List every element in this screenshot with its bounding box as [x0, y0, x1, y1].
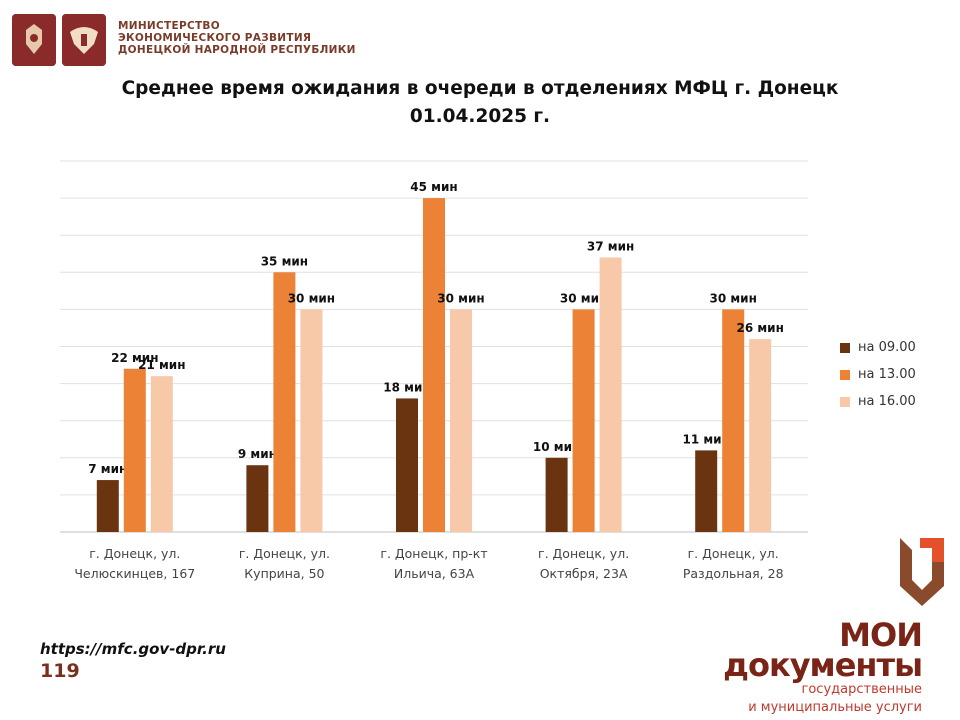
data-label: 10 мин	[533, 440, 580, 454]
brand-subtitle-line: и муниципальные услуги	[748, 700, 922, 715]
ministry-line: ЭКОНОМИЧЕСКОГО РАЗВИТИЯ	[118, 32, 312, 44]
moi-dokumenty-logo: МОИ документы государственные и муниципа…	[720, 530, 950, 715]
brand-title-line: МОИ	[839, 616, 923, 654]
x-tick-label: Октября, 23А	[540, 566, 628, 581]
bar	[96, 480, 119, 532]
page-number: 119	[40, 660, 80, 682]
header: МИНИСТЕРСТВО ЭКОНОМИЧЕСКОГО РАЗВИТИЯ ДОН…	[12, 14, 356, 68]
bar	[273, 272, 296, 532]
dpr-emblem-icon	[62, 14, 106, 66]
data-label: 21 мин	[138, 358, 185, 372]
x-tick-label: г. Донецк, ул.	[688, 546, 779, 561]
x-tick-label: г. Донецк, ул.	[89, 546, 180, 561]
data-label: 26 мин	[737, 321, 784, 335]
bar	[423, 198, 445, 532]
data-label: 30 мин	[710, 291, 757, 305]
bar	[450, 309, 472, 532]
chart-title: Среднее время ожидания в очереди в отдел…	[0, 75, 960, 131]
bar	[572, 309, 595, 532]
x-tick-label: г. Донецк, ул.	[538, 546, 629, 561]
data-label: 30 мин	[288, 291, 335, 305]
bar	[545, 457, 568, 532]
bar	[150, 376, 173, 532]
moi-dokumenty-mark-icon	[900, 538, 944, 606]
data-label: 30 мин	[560, 291, 607, 305]
data-label: 37 мин	[587, 239, 634, 253]
ministry-name: МИНИСТЕРСТВО ЭКОНОМИЧЕСКОГО РАЗВИТИЯ ДОН…	[118, 20, 356, 56]
website-url[interactable]: https://mfc.gov-dpr.ru	[40, 640, 226, 658]
brand-subtitle-line: государственные	[801, 682, 922, 697]
chart-title-line: Среднее время ожидания в очереди в отдел…	[121, 78, 839, 99]
bar	[396, 398, 418, 532]
russia-emblem-icon	[12, 14, 56, 66]
legend-item: на 09.00	[840, 334, 916, 361]
bar	[749, 339, 772, 532]
x-tick-label: Челюскинцев, 167	[74, 566, 195, 581]
legend-label: на 16.00	[858, 394, 916, 409]
legend-swatch	[840, 342, 850, 353]
legend-item: на 13.00	[840, 361, 916, 388]
x-tick-label: Куприна, 50	[244, 566, 324, 581]
bar	[300, 309, 323, 532]
x-tick-label: г. Донецк, пр-кт	[380, 546, 487, 561]
chart-date-line: 01.04.2025 г.	[409, 106, 551, 127]
legend-swatch	[840, 396, 850, 407]
data-label: 45 мин	[410, 180, 457, 194]
ministry-line: МИНИСТЕРСТВО	[118, 20, 220, 32]
bar	[599, 257, 622, 532]
data-label: 9 мин	[238, 447, 277, 461]
chart-legend: на 09.00 на 13.00 на 16.00	[840, 334, 916, 415]
data-label: 22 мин	[111, 351, 158, 365]
data-label: 18 мин	[383, 380, 430, 394]
legend-label: на 09.00	[858, 340, 916, 355]
data-label: 35 мин	[261, 254, 308, 268]
x-tick-label: г. Донецк, ул.	[239, 546, 330, 561]
data-label: 7 мин	[88, 462, 127, 476]
data-label: 11 мин	[683, 432, 730, 446]
bar	[123, 368, 146, 532]
bar	[695, 450, 718, 532]
legend-swatch	[840, 369, 850, 380]
data-label: 30 мин	[437, 291, 484, 305]
ministry-line: ДОНЕЦКОЙ НАРОДНОЙ РЕСПУБЛИКИ	[118, 44, 356, 56]
legend-label: на 13.00	[858, 367, 916, 382]
x-tick-label: Ильича, 63А	[394, 566, 475, 581]
bar	[246, 465, 269, 532]
bar	[722, 309, 745, 532]
brand-title-line: документы	[723, 646, 923, 684]
legend-item: на 16.00	[840, 388, 916, 415]
x-tick-label: Раздольная, 28	[683, 566, 784, 581]
